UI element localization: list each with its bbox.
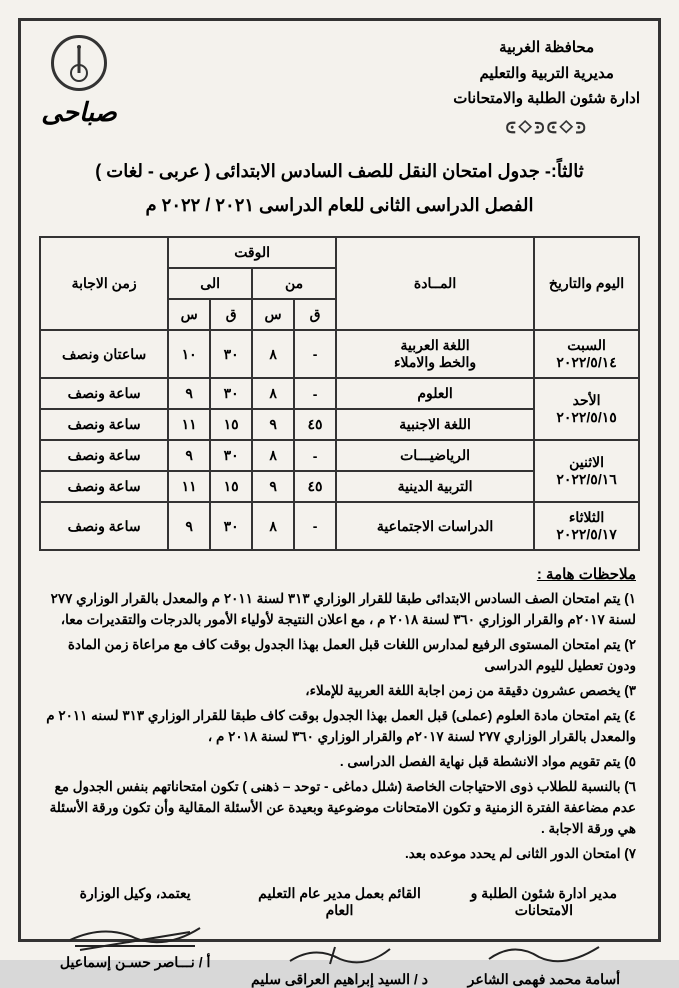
cell-subject: الرياضيـــات (336, 440, 534, 471)
signature-col-2: القائم بعمل مدير عام التعليم العام د / ا… (243, 885, 435, 988)
authority-block: محافظة الغربية مديرية التربية والتعليم ا… (453, 35, 640, 142)
cell-time: ٩ (252, 409, 294, 440)
cell-date: الاثنين٢٠٢٢/٥/١٦ (534, 440, 639, 502)
signature-row: مدير ادارة شئون الطلبة و الامتحانات أسام… (39, 885, 640, 988)
session-label: صباحى (39, 97, 119, 128)
title-line2: الفصل الدراسى الثانى للعام الدراسى ٢٠٢١ … (39, 188, 640, 222)
cell-time: - (294, 440, 336, 471)
table-row: الأحد٢٠٢٢/٥/١٥العلوم-٨٣٠٩ساعة ونصف (40, 378, 639, 409)
note-item: ٤) يتم امتحان مادة العلوم (عملى) قبل الع… (43, 706, 636, 748)
cell-time: ٤٥ (294, 471, 336, 502)
th-date: اليوم والتاريخ (534, 237, 639, 330)
th-from-min: ق (294, 299, 336, 330)
schedule-table: اليوم والتاريخ المــادة الوقت زمن الاجاب… (39, 236, 640, 551)
page: محافظة الغربية مديرية التربية والتعليم ا… (0, 0, 679, 960)
sig2-title: القائم بعمل مدير عام التعليم العام (243, 885, 435, 919)
cell-time: ١٠ (168, 330, 210, 378)
logo-block: صباحى (39, 35, 119, 128)
directorate: مديرية التربية والتعليم (453, 61, 640, 87)
sig1-title: مدير ادارة شئون الطلبة و الامتحانات (448, 885, 640, 919)
cell-duration: ساعة ونصف (40, 502, 168, 550)
cell-time: ٩ (168, 378, 210, 409)
header-row: محافظة الغربية مديرية التربية والتعليم ا… (39, 35, 640, 142)
th-subject: المــادة (336, 237, 534, 330)
th-to: الى (168, 268, 252, 299)
signature-col-3: يعتمد، وكيل الوزارة أ / نـــاصر حسـن إسم… (39, 885, 231, 988)
cell-duration: ساعتان ونصف (40, 330, 168, 378)
th-from-hr: س (252, 299, 294, 330)
sig2-name: د / السيد إبراهيم العراقى سليم (243, 971, 435, 988)
note-item: ٧) امتحان الدور الثانى لم يحدد موعده بعد… (43, 844, 636, 865)
th-duration: زمن الاجابة (40, 237, 168, 330)
cell-time: ٨ (252, 502, 294, 550)
cell-time: ٨ (252, 378, 294, 409)
table-row: الثلاثاء٢٠٢٢/٥/١٧الدراسات الاجتماعية-٨٣٠… (40, 502, 639, 550)
note-item: ١) يتم امتحان الصف السادس الابتدائى طبقا… (43, 589, 636, 631)
sig3-name: أ / نـــاصر حسـن إسماعيل (39, 954, 231, 971)
cell-time: ٣٠ (210, 440, 252, 471)
note-item: ٦) بالنسبة للطلاب ذوى الاحتياجات الخاصة … (43, 777, 636, 840)
cell-subject: التربية الدينية (336, 471, 534, 502)
cell-time: - (294, 330, 336, 378)
title-block: ثالثاً:- جدول امتحان النقل للصف السادس ا… (39, 154, 640, 222)
cell-duration: ساعة ونصف (40, 409, 168, 440)
cell-date: الأحد٢٠٢٢/٥/١٥ (534, 378, 639, 440)
logo-icon (51, 35, 107, 91)
cell-time: ١٥ (210, 409, 252, 440)
cell-time: ٨ (252, 330, 294, 378)
cell-date: الثلاثاء٢٠٢٢/٥/١٧ (534, 502, 639, 550)
cell-time: ٩ (168, 502, 210, 550)
cell-duration: ساعة ونصف (40, 440, 168, 471)
signature-col-1: مدير ادارة شئون الطلبة و الامتحانات أسام… (448, 885, 640, 988)
cell-subject: الدراسات الاجتماعية (336, 502, 534, 550)
cell-time: ٨ (252, 440, 294, 471)
title-line1: ثالثاً:- جدول امتحان النقل للصف السادس ا… (39, 154, 640, 188)
cell-time: ٩ (168, 440, 210, 471)
notes-list: ١) يتم امتحان الصف السادس الابتدائى طبقا… (39, 589, 640, 864)
note-item: ٣) يخصص عشرون دقيقة من زمن اجابة اللغة ا… (43, 681, 636, 702)
cell-time: ١٥ (210, 471, 252, 502)
cell-time: - (294, 502, 336, 550)
cell-time: ١١ (168, 409, 210, 440)
content-frame: محافظة الغربية مديرية التربية والتعليم ا… (18, 18, 661, 942)
cell-subject: اللغة الاجنبية (336, 409, 534, 440)
sig3-title: يعتمد، وكيل الوزارة (39, 885, 231, 902)
table-row: الاثنين٢٠٢٢/٥/١٦الرياضيـــات-٨٣٠٩ساعة ون… (40, 440, 639, 471)
th-to-min: ق (210, 299, 252, 330)
cell-time: ١١ (168, 471, 210, 502)
th-from: من (252, 268, 336, 299)
cell-time: - (294, 378, 336, 409)
ornament: ⪽◇⪾⪽◇⪾ (453, 112, 640, 143)
signature-scribble (39, 928, 231, 954)
cell-time: ٤٥ (294, 409, 336, 440)
note-item: ٥) يتم تقويم مواد الانشطة قبل نهاية الفص… (43, 752, 636, 773)
table-head: اليوم والتاريخ المــادة الوقت زمن الاجاب… (40, 237, 639, 330)
th-to-hr: س (168, 299, 210, 330)
cell-date: السبت٢٠٢٢/٥/١٤ (534, 330, 639, 378)
note-item: ٢) يتم امتحان المستوى الرفيع لمدارس اللغ… (43, 635, 636, 677)
department: ادارة شئون الطلبة والامتحانات (453, 86, 640, 112)
cell-subject: اللغة العربيةوالخط والاملاء (336, 330, 534, 378)
signature-scribble (243, 945, 435, 971)
notes-title: ملاحظات هامة : (43, 565, 636, 583)
sig1-name: أسامة محمد فهمى الشاعر (448, 971, 640, 988)
cell-time: ٣٠ (210, 330, 252, 378)
table-body: السبت٢٠٢٢/٥/١٤اللغة العربيةوالخط والاملا… (40, 330, 639, 550)
cell-time: ٣٠ (210, 378, 252, 409)
cell-subject: العلوم (336, 378, 534, 409)
signature-scribble (448, 945, 640, 971)
cell-duration: ساعة ونصف (40, 378, 168, 409)
table-row: السبت٢٠٢٢/٥/١٤اللغة العربيةوالخط والاملا… (40, 330, 639, 378)
cell-time: ٩ (252, 471, 294, 502)
th-time: الوقت (168, 237, 336, 268)
cell-duration: ساعة ونصف (40, 471, 168, 502)
cell-time: ٣٠ (210, 502, 252, 550)
governorate: محافظة الغربية (453, 35, 640, 61)
